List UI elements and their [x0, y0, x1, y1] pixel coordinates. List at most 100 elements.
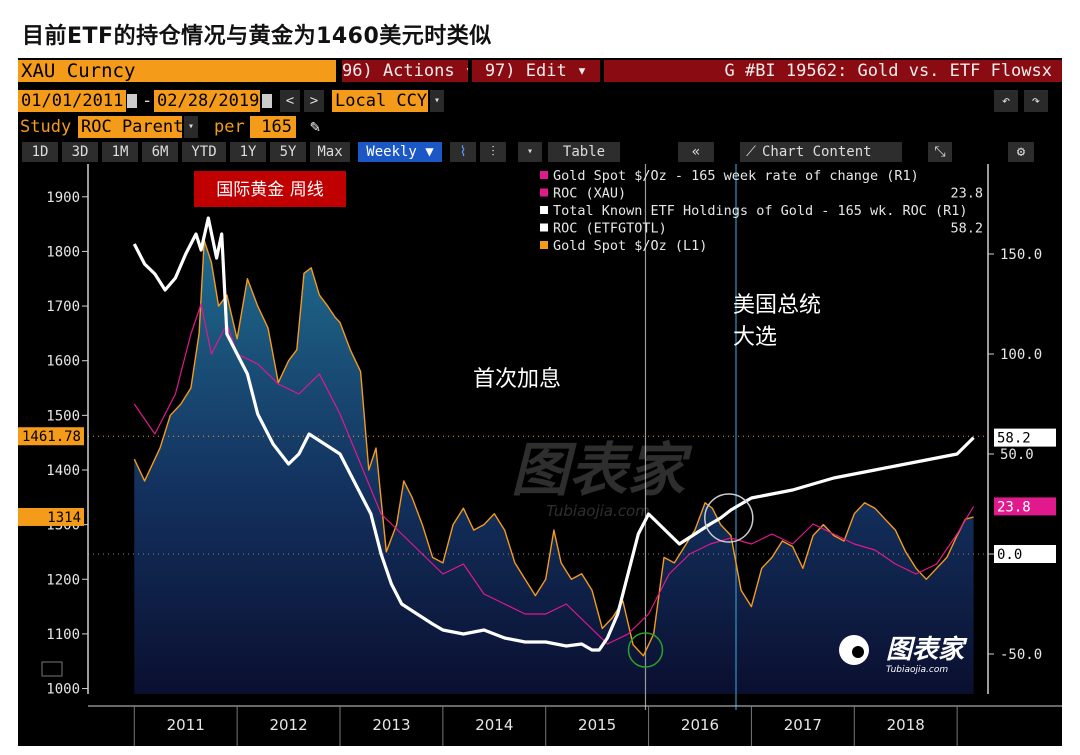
x-tick-label: 2011 [167, 716, 205, 734]
legend-swatch [540, 206, 548, 214]
chevron-down-icon[interactable]: ▾ [430, 90, 444, 112]
period-3d[interactable]: 3D [62, 142, 98, 162]
start-date-input[interactable]: 01/01/2011 [18, 90, 126, 112]
crossover-circle [704, 493, 754, 543]
redo-icon[interactable]: ↷ [1024, 90, 1048, 112]
gold-area [134, 240, 974, 694]
logo-sub: Tubiaojia.com [886, 665, 948, 675]
legend-label: Total Known ETF Holdings of Gold - 165 w… [553, 203, 968, 219]
bar-chart-icon[interactable]: ⫶ [480, 142, 506, 162]
right-etf-marker: 58.2 [997, 431, 1031, 447]
chart-content-icon[interactable]: ⟋ [740, 142, 762, 162]
period-ytd[interactable]: YTD [182, 142, 226, 162]
right-zero-marker: 0.0 [997, 547, 1022, 563]
period-1y[interactable]: 1Y [230, 142, 266, 162]
per-input[interactable]: 165 [250, 116, 296, 138]
legend-label: ROC (XAU) [553, 186, 626, 202]
table-button[interactable]: Table [548, 142, 620, 162]
legend-swatch [540, 223, 548, 232]
first-hike-label: 首次加息 [473, 367, 561, 392]
page-title: 目前ETF的持仓情况与黄金为1460美元时类似 [22, 24, 492, 49]
x-tick-label: 2013 [372, 716, 410, 734]
right-tick-label: -50.0 [1000, 647, 1042, 663]
actions-menu[interactable]: 96) Actions ▾ [342, 60, 468, 82]
calendar-icon[interactable] [262, 94, 272, 108]
chart-content-button[interactable]: Chart Content [762, 142, 902, 162]
legend-value: 23.8 [950, 186, 983, 202]
undo-icon[interactable]: ↶ [994, 90, 1018, 112]
left-tick-label: 1400 [46, 463, 80, 479]
election-label-line2: 大选 [733, 325, 777, 350]
left-price-marker: 1461.78 [22, 429, 81, 445]
chart-thumbnail-icon [41, 661, 63, 677]
x-tick-label: 2016 [681, 716, 719, 734]
legend-label: ROC (ETFGTOTL) [553, 221, 667, 237]
legend-label: Gold Spot $/Oz - 165 week rate of change… [553, 168, 919, 184]
gear-icon[interactable]: ⚙ [1008, 142, 1034, 162]
left-tick-label: 1900 [46, 190, 80, 206]
end-date-input[interactable]: 02/28/2019 [154, 90, 260, 112]
header-row: XAU Curncy 96) Actions ▾ 97) Edit ▾ G #B… [18, 58, 1062, 84]
next-arrow-icon[interactable]: > [304, 90, 324, 112]
study-row: Study ROC Parent ▾ per 165 ✎ [18, 114, 1062, 140]
weekly-select[interactable]: Weekly ▼ [358, 142, 442, 162]
logo-eye [852, 646, 864, 658]
left-price-marker-bg [18, 427, 84, 446]
low-point-circle [627, 632, 664, 668]
legend-swatch [540, 171, 548, 179]
red-tag-bg [194, 171, 346, 207]
right-xau-marker: 23.8 [997, 499, 1031, 515]
right-tick-label: 50.0 [1000, 447, 1034, 463]
left-gold-marker: 1314 [47, 510, 81, 526]
gold-spot-line [133, 239, 974, 657]
right-xau-marker-bg [994, 497, 1056, 516]
chart-id-title: G #BI 19562: Gold vs. ETF Flowsx [604, 60, 1062, 82]
currency-select[interactable]: Local CCY [332, 90, 428, 112]
period-max[interactable]: Max [310, 142, 350, 162]
left-tick-label: 1100 [46, 627, 80, 643]
x-tick-label: 2015 [578, 716, 616, 734]
x-tick-label: 2012 [269, 716, 307, 734]
x-tick-label: 2014 [475, 716, 513, 734]
x-tick-label: 2017 [784, 716, 822, 734]
edit-chart-icon[interactable]: ⤡ [928, 142, 952, 162]
period-6m[interactable]: 6M [142, 142, 178, 162]
left-tick-label: 1200 [46, 572, 80, 588]
left-tick-label: 1700 [46, 299, 80, 315]
left-gold-marker-bg [18, 507, 84, 526]
left-tick-label: 1000 [46, 682, 80, 698]
study-select[interactable]: ROC Parent [78, 116, 182, 138]
prev-arrow-icon[interactable]: < [280, 90, 300, 112]
period-row: 1D 3D 1M 6M YTD 1Y 5Y Max Weekly ▼ ⌇ ⫶ ▾… [18, 139, 1062, 165]
election-label-line1: 美国总统 [733, 293, 821, 318]
bloomberg-terminal: XAU Curncy 96) Actions ▾ 97) Edit ▾ G #B… [18, 58, 1062, 746]
legend-label: Gold Spot $/Oz (L1) [553, 238, 707, 254]
ticker-field[interactable]: XAU Curncy [18, 60, 336, 82]
left-tick-label: 1600 [46, 354, 80, 370]
x-tick-label: 2018 [887, 716, 925, 734]
collapse-icon[interactable]: « [678, 142, 714, 162]
chevron-down-icon[interactable]: ▾ [184, 116, 198, 138]
red-tag-label: 国际黄金 周线 [216, 180, 323, 200]
chevron-down-icon[interactable]: ▾ [518, 142, 542, 162]
period-1d[interactable]: 1D [22, 142, 58, 162]
legend-swatch [540, 188, 548, 197]
period-5y[interactable]: 5Y [270, 142, 306, 162]
legend-value: 58.2 [950, 221, 983, 237]
left-tick-label: 1800 [46, 244, 80, 260]
pencil-icon[interactable]: ✎ [310, 117, 321, 137]
edit-menu[interactable]: 97) Edit ▾ [472, 60, 600, 82]
chart-area: 1000110012001300140015001600170018001900… [18, 164, 1062, 746]
right-tick-label: 100.0 [1000, 347, 1042, 363]
roc-etf-line [132, 216, 975, 652]
right-zero-marker-bg [994, 545, 1056, 563]
right-tick-label: 150.0 [1000, 247, 1042, 263]
period-1m[interactable]: 1M [102, 142, 138, 162]
line-chart-icon[interactable]: ⌇ [450, 142, 476, 162]
roc-xau-line [133, 303, 975, 645]
watermark-text: 图表家 [511, 436, 693, 504]
legend-swatch [540, 241, 548, 249]
right-etf-marker-bg [994, 428, 1056, 447]
calendar-icon[interactable] [127, 94, 137, 108]
logo-text: 图表家 [886, 635, 968, 665]
